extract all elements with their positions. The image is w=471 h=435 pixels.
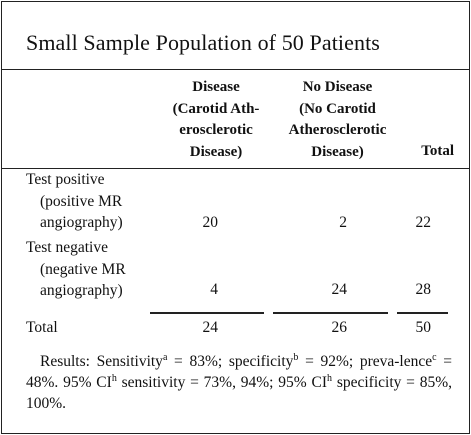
total-underline-disease	[150, 312, 264, 314]
title-rule	[2, 69, 469, 70]
total-underline-no-disease	[273, 312, 388, 314]
header-disease-line: Disease	[192, 79, 240, 95]
cell-total-no-disease: 26	[331, 319, 348, 336]
header-total: Total	[421, 143, 454, 159]
results-text: specificity = 85%, 100%.	[26, 374, 453, 412]
row-label-line: Test negative	[26, 239, 108, 256]
header-disease: Disease (Carotid Ath- erosclerotic Disea…	[162, 77, 270, 163]
results-text: = 92%; preva-lence	[298, 353, 433, 370]
row-label-line: (positive MR	[40, 192, 123, 210]
row-label-line: (negative MR	[40, 260, 126, 278]
header-no-disease-line: Disease)	[311, 143, 364, 160]
header-disease-line: Disease)	[189, 143, 243, 160]
total-row-label: Total	[26, 319, 58, 336]
footnote-marker: h	[327, 373, 333, 384]
header-disease-line: (Carotid Ath-	[172, 100, 260, 117]
footnote-marker: a	[162, 352, 168, 363]
row-label-test-negative: Test negative (negative MR angiography)	[26, 237, 126, 302]
header-no-disease-line: Atherosclerotic	[288, 122, 387, 138]
cell-positive-no-disease: 2	[339, 214, 347, 231]
cell-negative-total: 28	[415, 281, 432, 298]
row-label-line: angiography)	[40, 214, 123, 231]
footnote-marker: b	[293, 352, 299, 363]
row-label-test-positive: Test positive (positive MR angiography)	[26, 169, 123, 234]
results-text: = 48%. 95% CI	[26, 353, 452, 391]
table-title: Small Sample Population of 50 Patients	[26, 30, 380, 55]
results-note: Results: Sensitivitya = 83%; specificity…	[26, 351, 452, 414]
results-text: = 83%; specificity	[167, 353, 294, 370]
header-no-disease: No Disease (No Carotid Atherosclerotic D…	[275, 77, 400, 163]
cell-total-disease: 24	[202, 319, 219, 336]
header-rule	[2, 168, 469, 169]
cell-positive-disease: 20	[202, 214, 219, 231]
cell-negative-no-disease: 24	[331, 281, 348, 298]
cell-positive-total: 22	[415, 214, 432, 231]
footnote-marker: c	[432, 352, 437, 363]
row-label-line: angiography)	[40, 282, 123, 299]
results-text: sensitivity = 73%, 94%; 95% CI	[116, 374, 328, 391]
header-no-disease-line: (No Carotid	[299, 100, 376, 117]
footnote-marker: h	[111, 373, 117, 384]
header-disease-line: erosclerotic	[179, 122, 253, 138]
cell-negative-disease: 4	[210, 281, 218, 298]
total-underline-total	[397, 312, 448, 314]
cell-total-total: 50	[415, 319, 432, 336]
header-no-disease-line: No Disease	[302, 79, 373, 95]
row-label-line: Test positive	[26, 171, 105, 188]
results-text: Results: Sensitivity	[40, 353, 163, 370]
